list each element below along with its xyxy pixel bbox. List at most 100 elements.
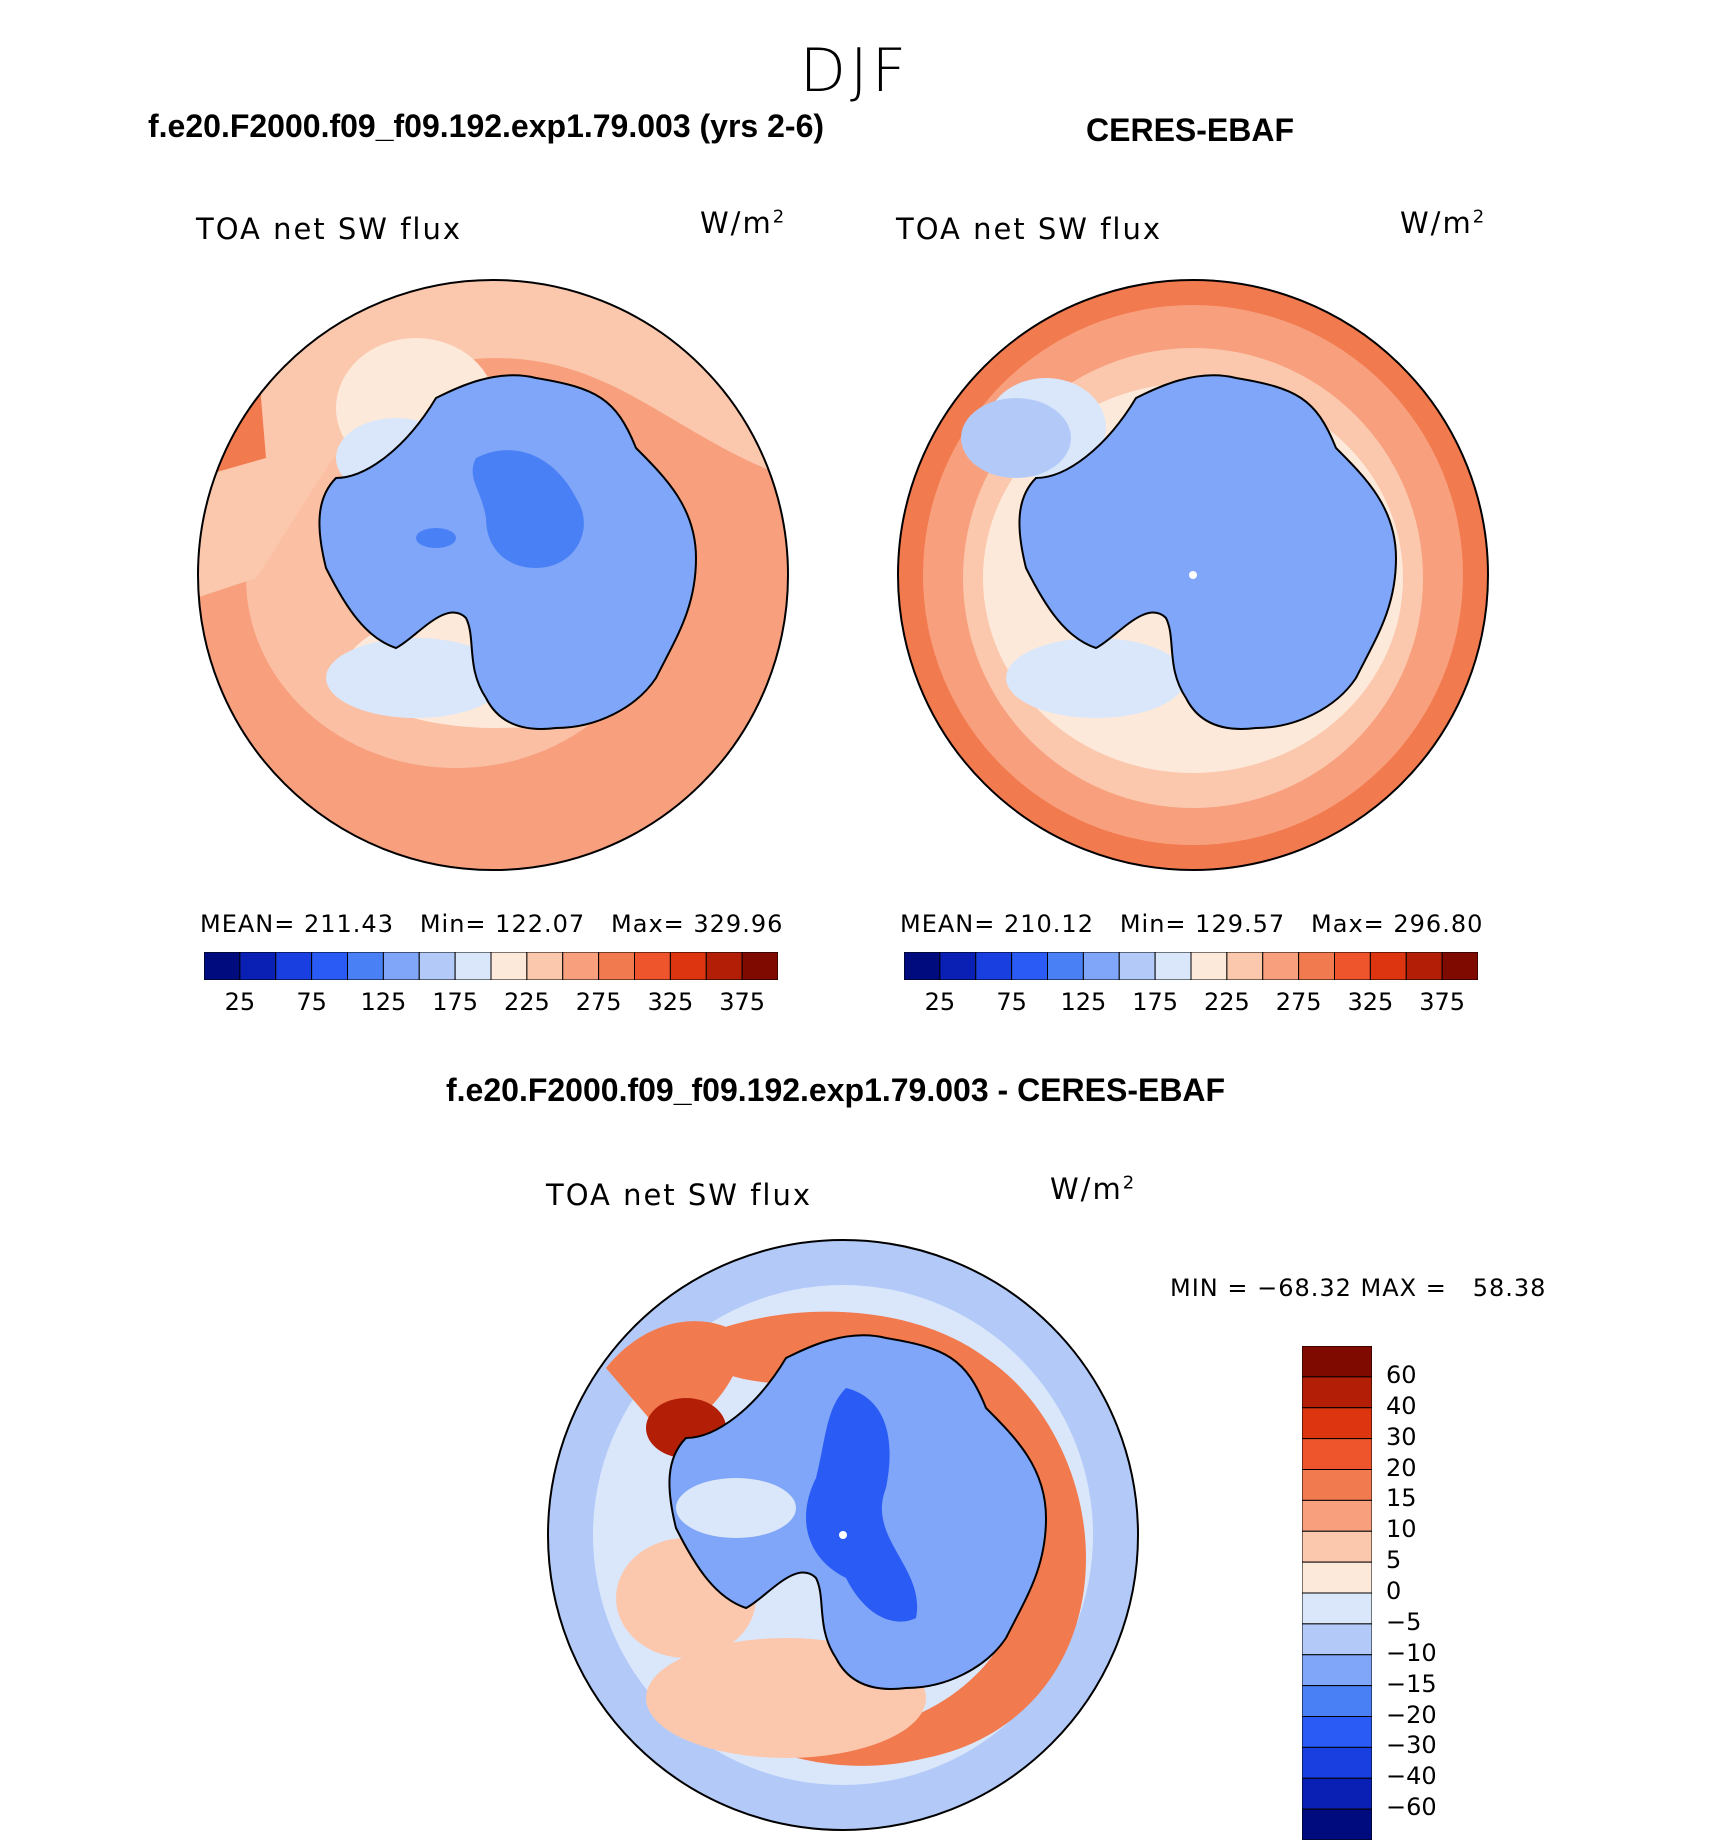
colorbar-swatch — [741, 952, 778, 980]
colorbar-swatch — [454, 952, 492, 980]
colorbar-swatch — [975, 952, 1013, 980]
colorbar-swatch — [1262, 952, 1300, 980]
colorbar-swatch — [1302, 1561, 1372, 1594]
colorbar-tick-label: 75 — [996, 988, 1027, 1016]
colorbar-tick-label: 30 — [1386, 1422, 1417, 1451]
colorbar-tick-label: −10 — [1386, 1638, 1437, 1667]
colorbar-tick-label: 225 — [1203, 988, 1250, 1016]
model-colorbar-ticks: 25 75 125 175 225 275 325 375 — [204, 988, 778, 1018]
colorbar-tick-label: 75 — [296, 988, 327, 1016]
model-units-label: W/m2 — [700, 206, 787, 240]
colorbar-swatch — [204, 952, 241, 980]
colorbar-swatch — [1302, 1407, 1372, 1440]
colorbar-tick-label: 10 — [1386, 1515, 1417, 1544]
colorbar-tick-label: 175 — [1132, 988, 1179, 1016]
colorbar-swatch — [382, 952, 420, 980]
model-panel-title: f.e20.F2000.f09_f09.192.exp1.79.003 (yrs… — [148, 108, 825, 144]
obs-colorbar-ticks: 25 75 125 175 225 275 325 375 — [904, 988, 1478, 1018]
diff-stats: MIN = −68.32 MAX = 58.38 — [1170, 1274, 1547, 1302]
colorbar-swatch — [1302, 1438, 1372, 1470]
colorbar-swatch — [526, 952, 564, 980]
colorbar-tick-label: −20 — [1386, 1700, 1437, 1729]
diff-variable-label: TOA net SW flux — [546, 1178, 813, 1212]
diff-units-label: W/m2 — [1050, 1172, 1137, 1206]
obs-variable-label: TOA net SW flux — [896, 212, 1163, 246]
colorbar-swatch — [1441, 952, 1478, 980]
colorbar-tick-label: −5 — [1386, 1607, 1422, 1636]
obs-stats: MEAN= 210.12 Min= 129.57 Max= 296.80 — [900, 910, 1484, 938]
colorbar-swatch — [275, 952, 313, 980]
model-colorbar — [204, 952, 778, 980]
colorbar-swatch — [598, 952, 635, 980]
colorbar-tick-label: 25 — [924, 988, 956, 1016]
colorbar-swatch — [634, 952, 671, 980]
colorbar-swatch — [1302, 1685, 1372, 1717]
colorbar-swatch — [1298, 952, 1335, 980]
colorbar-tick-label: 225 — [503, 988, 550, 1016]
antarctica-landmass — [1018, 374, 1398, 730]
colorbar-swatch — [669, 952, 707, 980]
colorbar-tick-label: −40 — [1386, 1762, 1437, 1791]
colorbar-tick-label: 125 — [360, 988, 407, 1016]
colorbar-tick-label: 25 — [224, 988, 256, 1016]
colorbar-tick-label: −60 — [1386, 1793, 1437, 1822]
colorbar-swatch — [1302, 1592, 1372, 1625]
colorbar-swatch — [1334, 952, 1371, 980]
colorbar-swatch — [1118, 952, 1156, 980]
colorbar-tick-label: 0 — [1386, 1577, 1402, 1605]
colorbar-tick-label: 125 — [1060, 988, 1107, 1016]
colorbar-tick-label: 375 — [719, 988, 766, 1016]
colorbar-tick-label: 60 — [1386, 1360, 1417, 1389]
colorbar-swatch — [1302, 1499, 1372, 1532]
obs-panel-title: CERES-EBAF — [1086, 112, 1295, 148]
colorbar-swatch — [1405, 952, 1443, 980]
season-title: DJF — [799, 36, 911, 106]
colorbar-swatch — [347, 952, 384, 980]
model-stats: MEAN= 211.43 Min= 122.07 Max= 329.96 — [200, 910, 784, 938]
colorbar-tick-label: 5 — [1386, 1546, 1402, 1575]
colorbar-swatch — [1154, 952, 1192, 980]
colorbar-swatch — [311, 952, 348, 980]
colorbar-swatch — [1190, 952, 1228, 980]
obs-units-label: W/m2 — [1400, 206, 1487, 240]
colorbar-swatch — [1302, 1746, 1372, 1779]
model-polar-map — [197, 279, 789, 871]
colorbar-swatch — [1011, 952, 1048, 980]
obs-colorbar — [904, 952, 1478, 980]
colorbar-swatch — [1302, 1777, 1372, 1810]
colorbar-swatch — [1302, 1469, 1372, 1501]
colorbar-swatch — [1302, 1376, 1372, 1409]
colorbar-swatch — [1302, 1530, 1372, 1563]
model-variable-label: TOA net SW flux — [196, 212, 463, 246]
colorbar-swatch — [1302, 1808, 1372, 1840]
colorbar-tick-label: −30 — [1386, 1731, 1437, 1760]
colorbar-tick-label: 325 — [1347, 988, 1394, 1016]
colorbar-tick-label: 15 — [1386, 1484, 1417, 1513]
colorbar-swatch — [562, 952, 600, 980]
diff-colorbar — [1302, 1346, 1372, 1840]
obs-polar-map — [897, 279, 1489, 871]
colorbar-swatch — [939, 952, 977, 980]
diff-panel-title: f.e20.F2000.f09_f09.192.exp1.79.003 - CE… — [446, 1072, 1226, 1108]
colorbar-swatch — [1302, 1623, 1372, 1656]
colorbar-swatch — [705, 952, 743, 980]
colorbar-swatch — [904, 952, 941, 980]
diff-colorbar-ticks: 60 40 30 20 15 10 5 0 −5 −10 −15 −20 −30 −40 −60 — [1380, 1346, 1500, 1840]
colorbar-swatch — [1302, 1654, 1372, 1687]
colorbar-tick-label: 20 — [1386, 1453, 1417, 1482]
colorbar-swatch — [239, 952, 277, 980]
colorbar-swatch — [418, 952, 456, 980]
colorbar-tick-label: 275 — [575, 988, 622, 1016]
colorbar-swatch — [1082, 952, 1120, 980]
colorbar-tick-label: 175 — [432, 988, 479, 1016]
colorbar-swatch — [1302, 1716, 1372, 1748]
colorbar-swatch — [490, 952, 528, 980]
colorbar-swatch — [1369, 952, 1407, 980]
colorbar-tick-label: −15 — [1386, 1669, 1437, 1698]
colorbar-swatch — [1047, 952, 1084, 980]
colorbar-swatch — [1302, 1346, 1372, 1378]
colorbar-tick-label: 40 — [1386, 1391, 1417, 1420]
diff-polar-map — [547, 1239, 1139, 1831]
colorbar-tick-label: 325 — [647, 988, 694, 1016]
colorbar-tick-label: 375 — [1419, 988, 1466, 1016]
